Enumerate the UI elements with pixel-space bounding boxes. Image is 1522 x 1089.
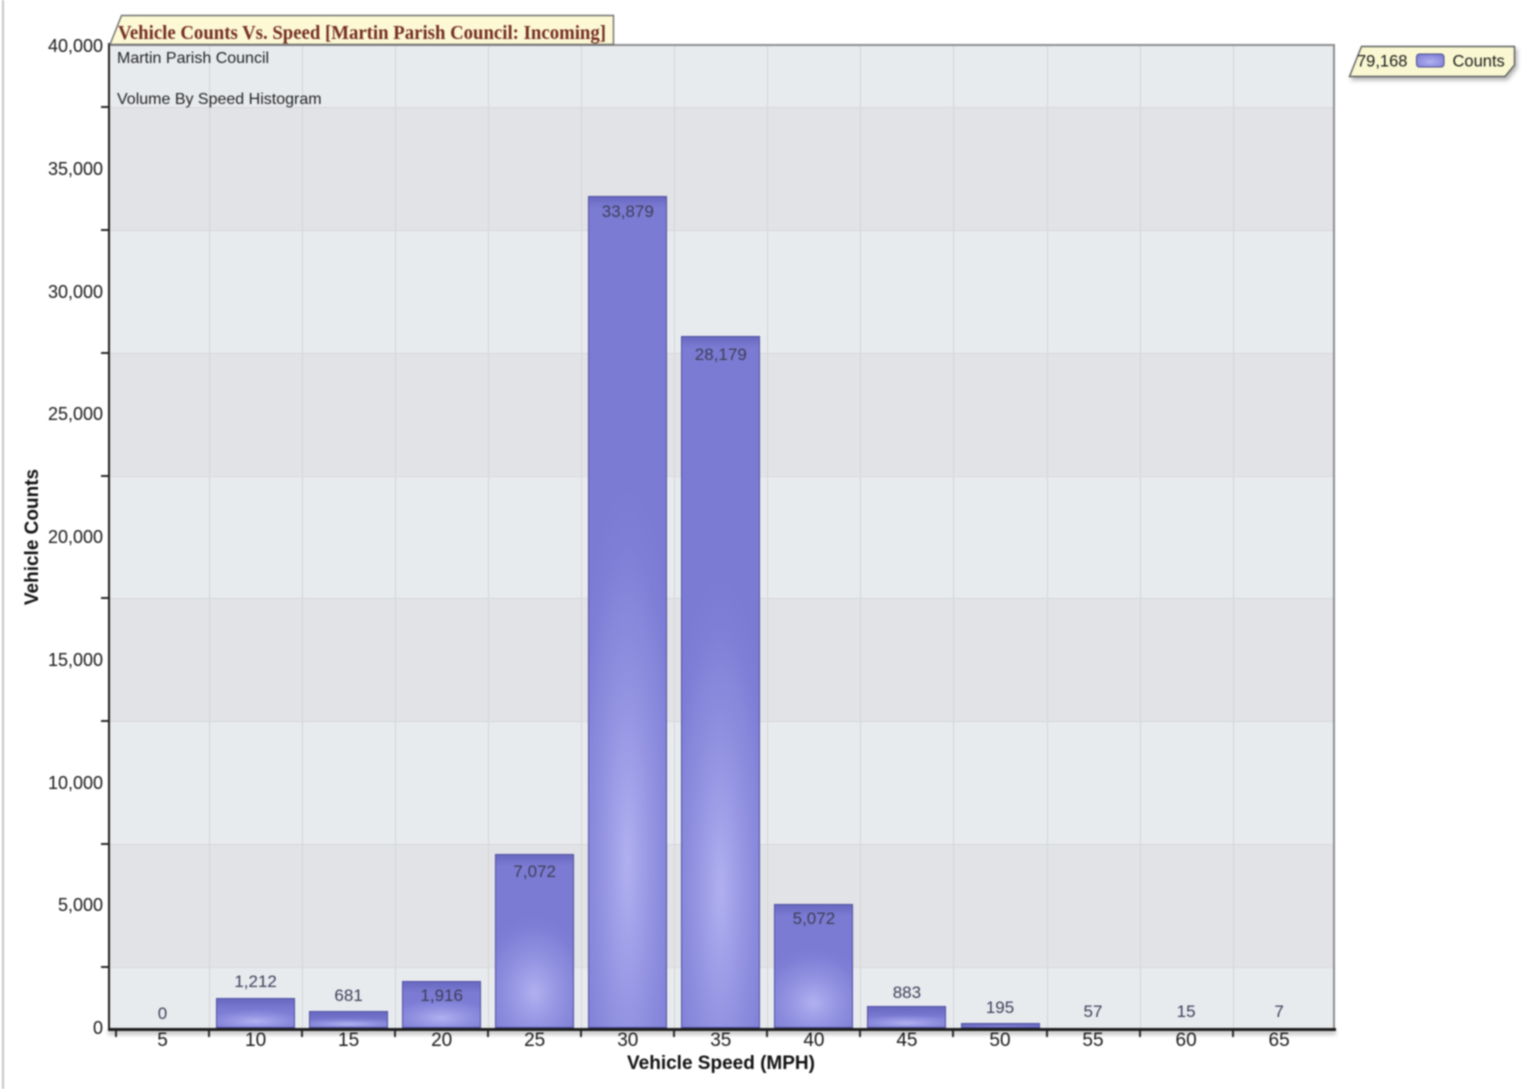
svg-text:79,168: 79,168 — [1357, 53, 1407, 71]
svg-text:Vehicle Counts Vs. Speed [Mart: Vehicle Counts Vs. Speed [Martin Parish … — [118, 22, 606, 44]
svg-text:Counts: Counts — [1453, 53, 1505, 71]
